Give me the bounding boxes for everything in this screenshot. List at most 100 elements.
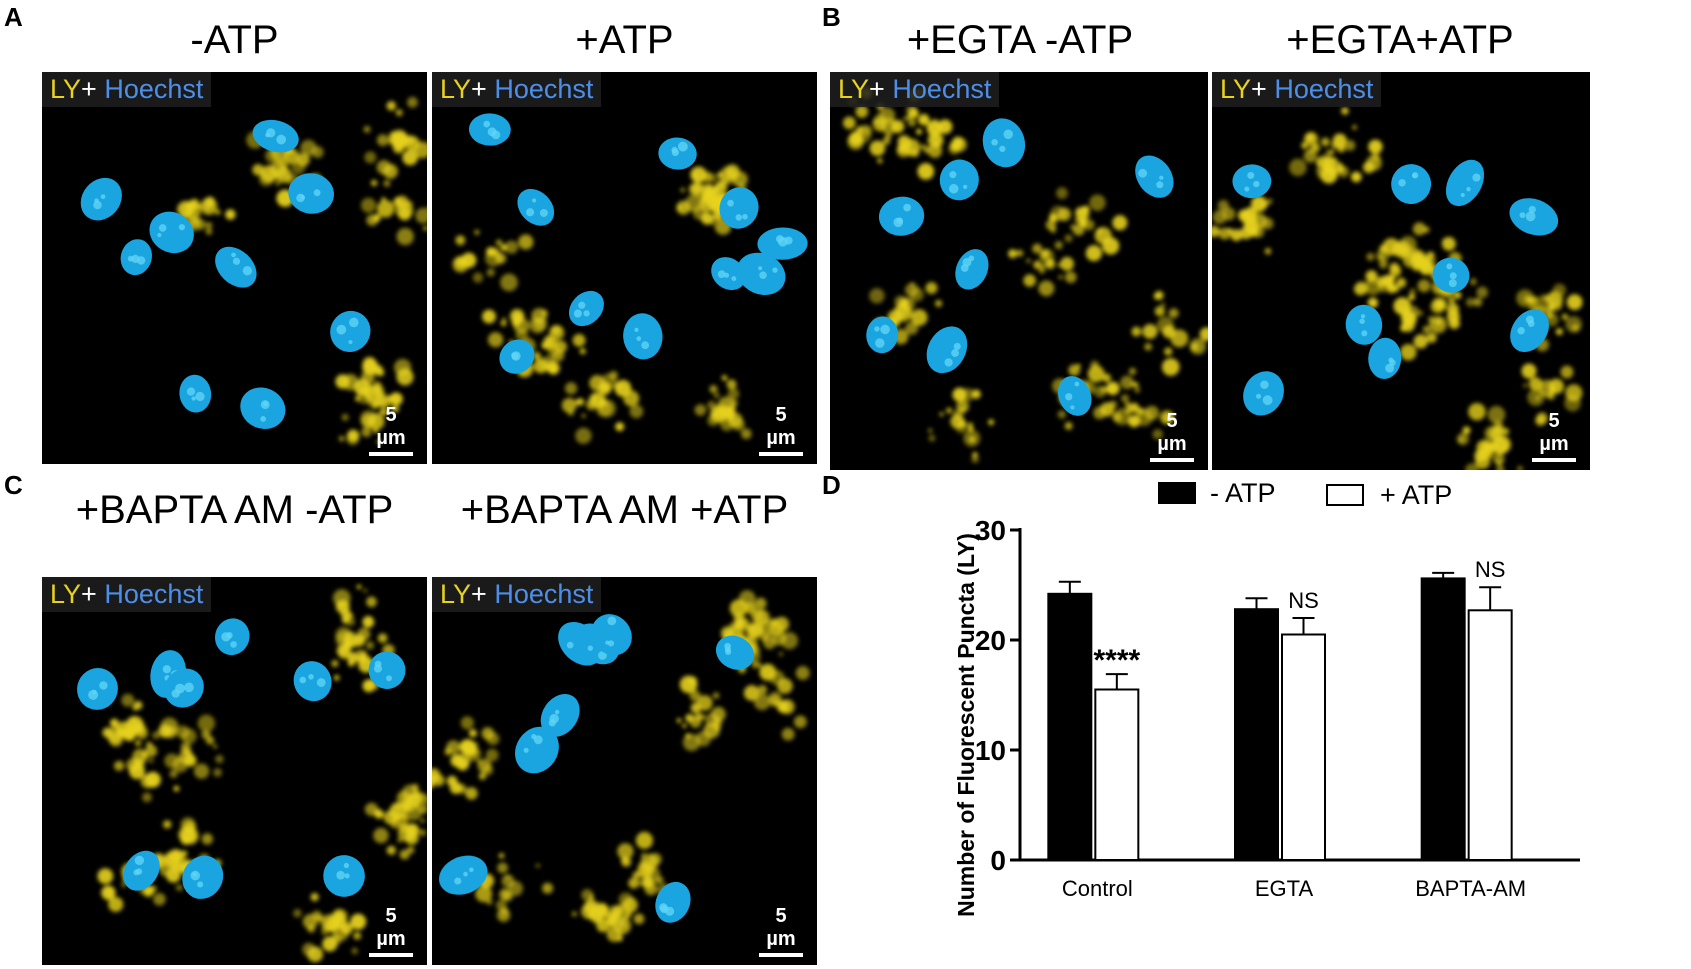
nucleolus: [875, 338, 885, 348]
nucleus-body: [179, 374, 212, 413]
lysosome-punctum: [102, 727, 113, 738]
lysosome-punctum: [1474, 454, 1491, 470]
x-tick-label: BAPTA-AM: [1415, 876, 1526, 901]
lysosome-punctum: [778, 651, 784, 657]
lysosome-punctum: [711, 411, 718, 418]
lysosome-punctum: [1367, 297, 1379, 309]
lysosome-punctum: [727, 405, 736, 414]
nucleus: [982, 118, 1026, 168]
nucleolus: [880, 324, 890, 335]
lysosome-punctum: [351, 947, 359, 955]
nucleolus: [1448, 279, 1457, 288]
lysosome-punctum: [595, 903, 610, 918]
lysosome-punctum: [1045, 219, 1057, 231]
scale-bar-line: [759, 953, 803, 957]
lysosome-punctum: [212, 744, 218, 749]
nucleus: [955, 249, 989, 290]
lysosome-punctum: [215, 754, 224, 764]
lysosome-punctum: [333, 674, 340, 681]
nucleolus: [951, 349, 960, 357]
lysosome-punctum: [952, 137, 967, 152]
lysosome-punctum: [721, 374, 728, 381]
nucleolus: [731, 276, 737, 282]
lysosome-punctum: [1561, 313, 1569, 321]
lysosome-punctum: [152, 885, 158, 891]
lysosome-punctum: [1417, 279, 1431, 293]
lysosome-punctum: [1090, 360, 1100, 370]
lysosome-punctum: [928, 428, 933, 433]
lysosome-punctum: [225, 209, 236, 220]
nucleolus: [374, 660, 382, 668]
lysosome-punctum: [855, 105, 869, 119]
lysosome-punctum: [113, 760, 125, 772]
nucleolus: [313, 189, 321, 197]
nucleus: [540, 693, 580, 737]
lysosome-punctum: [363, 384, 374, 395]
lysosome-punctum: [1058, 274, 1063, 280]
lysosome-punctum: [1060, 256, 1074, 271]
micrograph-minus-atp: LY+ Hoechst 5 µm: [42, 72, 427, 464]
nucleolus: [133, 869, 140, 876]
nucleolus: [759, 271, 767, 279]
nucleus-body: [80, 177, 122, 221]
nucleus: [1135, 155, 1174, 198]
lysosome-punctum: [1522, 383, 1528, 388]
lysosome-punctum: [939, 412, 944, 417]
lysosome-punctum: [1352, 124, 1357, 130]
lysosome-punctum: [1350, 171, 1362, 183]
lysosome-punctum: [372, 401, 379, 408]
lysosome-punctum: [1076, 363, 1081, 369]
lysosome-punctum: [793, 715, 807, 729]
lysosome-punctum: [685, 733, 691, 739]
lysosome-punctum: [606, 926, 623, 942]
lysosome-punctum: [849, 131, 864, 146]
lysosome-punctum: [384, 395, 392, 403]
lysosome-punctum: [1064, 421, 1073, 430]
nucleolus: [636, 336, 642, 341]
lysosome-punctum: [644, 882, 658, 896]
nucleolus: [1446, 263, 1453, 270]
lysosome-punctum: [691, 181, 703, 194]
lysosome-punctum: [713, 392, 720, 399]
lysosome-punctum: [415, 207, 427, 224]
nucleus: [77, 667, 118, 710]
lysosome-punctum: [370, 179, 378, 187]
nucleolus: [641, 341, 650, 350]
lysosome-punctum: [362, 616, 375, 628]
lysosome-punctum: [571, 911, 578, 917]
lysosome-punctum: [1074, 217, 1079, 223]
nucleolus: [1472, 173, 1481, 182]
lysosome-punctum: [1128, 367, 1137, 376]
nucleus-body: [540, 693, 580, 737]
lysosome-punctum: [1456, 432, 1470, 446]
scale-bar-label: 5 µm: [1539, 410, 1569, 455]
scale-bar: 5 µm: [369, 404, 413, 456]
lysosome-punctum: [1552, 283, 1567, 297]
lysosome-punctum: [1368, 139, 1383, 154]
lysosome-punctum: [1264, 247, 1272, 255]
lysosome-punctum: [917, 163, 935, 180]
lysosome-punctum: [581, 413, 586, 419]
nucleolus: [93, 200, 102, 210]
lysosome-punctum: [1543, 294, 1551, 302]
lysosome-punctum: [377, 633, 388, 644]
panel-label-a: A: [4, 2, 23, 32]
nucleolus: [221, 632, 231, 642]
lysosome-punctum: [498, 888, 511, 901]
lysosome-punctum: [392, 801, 403, 812]
lysosome-punctum: [175, 850, 186, 862]
x-tick-label: EGTA: [1255, 876, 1314, 901]
lysosome-punctum: [376, 368, 385, 377]
lysosome-punctum: [905, 321, 919, 335]
nucleolus: [348, 340, 353, 345]
nucleolus: [1466, 186, 1471, 192]
lysosome-layer: [432, 590, 810, 942]
lysosome-punctum: [629, 404, 644, 419]
nucleolus: [308, 674, 314, 680]
lysosome-punctum: [1016, 249, 1024, 257]
scale-bar-label: 5 µm: [376, 905, 406, 950]
nucleolus: [483, 120, 491, 128]
nucleolus: [1411, 172, 1419, 179]
lysosome-punctum: [1336, 161, 1342, 167]
stain-plus: +: [81, 579, 97, 609]
